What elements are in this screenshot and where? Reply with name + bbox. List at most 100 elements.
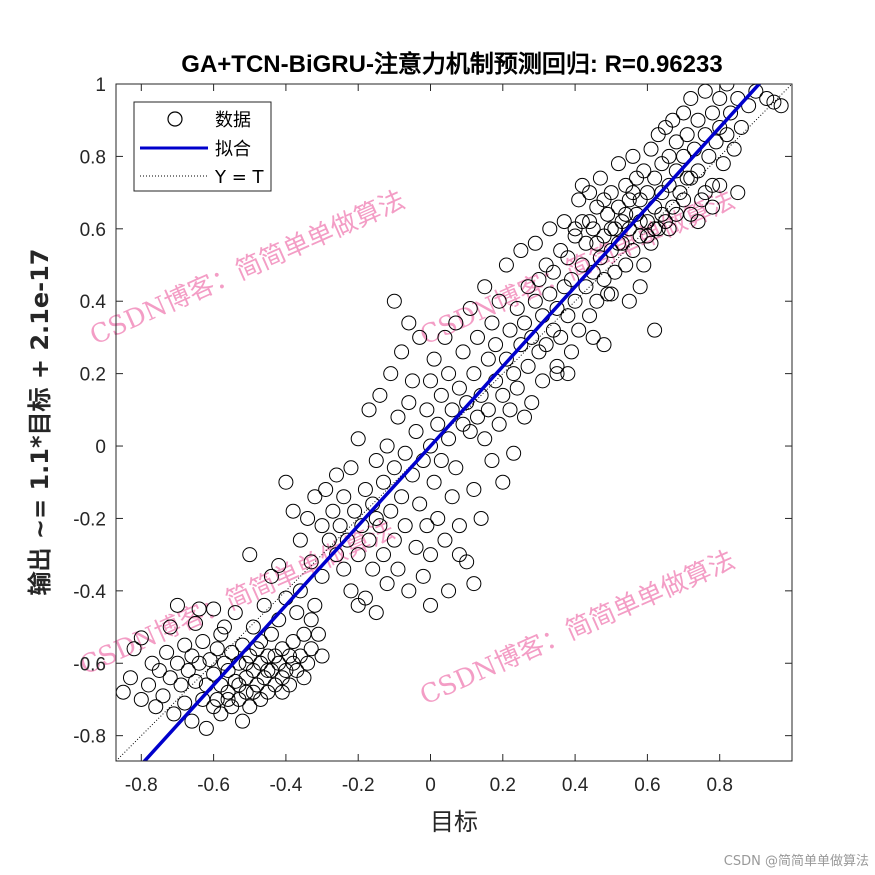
data-point — [643, 235, 659, 251]
data-point — [408, 424, 424, 440]
data-point — [321, 532, 337, 548]
data-point — [310, 626, 326, 642]
data-point — [419, 518, 435, 534]
data-point — [426, 474, 442, 490]
data-point — [437, 329, 453, 345]
data-point — [549, 300, 565, 316]
data-point — [155, 688, 171, 704]
data-point — [325, 503, 341, 519]
data-point — [314, 568, 330, 584]
data-point — [661, 177, 677, 193]
data-point — [661, 221, 677, 237]
data-point — [444, 402, 460, 418]
data-point — [423, 547, 439, 563]
data-point — [538, 337, 554, 353]
data-point — [719, 127, 735, 143]
data-point — [401, 583, 417, 599]
data-point — [376, 547, 392, 563]
data-point — [466, 481, 482, 497]
data-point — [133, 630, 149, 646]
data-point — [549, 358, 565, 374]
data-point — [180, 662, 196, 678]
data-point — [289, 605, 305, 621]
data-point — [516, 315, 532, 331]
data-point — [502, 402, 518, 418]
data-point — [285, 655, 301, 671]
data-point — [195, 634, 211, 650]
y-tick-label: 0.2 — [80, 365, 106, 386]
data-point — [441, 366, 457, 382]
data-point — [509, 380, 525, 396]
data-point — [592, 250, 608, 266]
x-tick-label: 0.8 — [706, 775, 732, 796]
data-point — [368, 510, 384, 526]
data-point — [296, 670, 312, 686]
x-tick-label: -0.8 — [125, 775, 158, 796]
data-point — [607, 264, 623, 280]
data-point — [488, 337, 504, 353]
y-tick-label: -0.6 — [73, 654, 106, 675]
data-point — [412, 329, 428, 345]
data-point — [365, 561, 381, 577]
data-point — [448, 460, 464, 476]
data-point — [694, 192, 710, 208]
data-point — [621, 221, 637, 237]
data-point — [397, 518, 413, 534]
data-point — [361, 402, 377, 418]
data-point — [350, 547, 366, 563]
y-tick-label: -0.8 — [73, 727, 106, 748]
data-point — [133, 691, 149, 707]
data-point — [303, 612, 319, 628]
data-point — [690, 214, 706, 230]
data-point — [238, 655, 254, 671]
data-point — [625, 243, 641, 259]
data-point — [491, 416, 507, 432]
data-point — [448, 315, 464, 331]
data-point — [469, 409, 485, 425]
csdn-credit: CSDN @简简单单做算法 — [723, 854, 869, 869]
data-point — [368, 453, 384, 469]
data-point — [357, 481, 373, 497]
data-point — [437, 532, 453, 548]
data-point — [303, 641, 319, 657]
data-point — [191, 655, 207, 671]
y-axis-label: 输出 ~= 1.1*目标 + 2.1e-17 — [26, 249, 54, 596]
data-point — [563, 344, 579, 360]
data-point — [184, 713, 200, 729]
data-point — [386, 293, 402, 309]
data-point — [567, 293, 583, 309]
legend-label-data: 数据 — [215, 110, 251, 131]
data-point — [235, 713, 251, 729]
data-point — [759, 90, 775, 106]
data-point — [556, 214, 572, 230]
data-point — [549, 366, 565, 382]
data-point — [668, 134, 684, 150]
data-point — [451, 380, 467, 396]
data-point — [621, 192, 637, 208]
data-point — [773, 98, 789, 114]
data-point — [368, 605, 384, 621]
data-points — [116, 84, 789, 736]
data-point — [596, 192, 612, 208]
y-tick-label: 0.8 — [80, 147, 106, 168]
data-point — [459, 395, 475, 411]
data-point — [477, 279, 493, 295]
data-point — [563, 271, 579, 287]
data-point — [423, 597, 439, 613]
data-point — [177, 637, 193, 653]
y-tick-label: 1 — [95, 75, 106, 96]
data-point — [520, 279, 536, 295]
data-point — [531, 271, 547, 287]
data-point — [719, 84, 735, 92]
data-point — [647, 322, 663, 338]
data-point — [676, 105, 692, 121]
data-point — [423, 438, 439, 454]
data-point — [535, 373, 551, 389]
data-point — [242, 547, 258, 563]
data-point — [560, 250, 576, 266]
data-point — [462, 300, 478, 316]
fit-line — [142, 84, 762, 761]
legend: 数据 拟合 Y = T — [133, 101, 272, 192]
data-point — [516, 409, 532, 425]
